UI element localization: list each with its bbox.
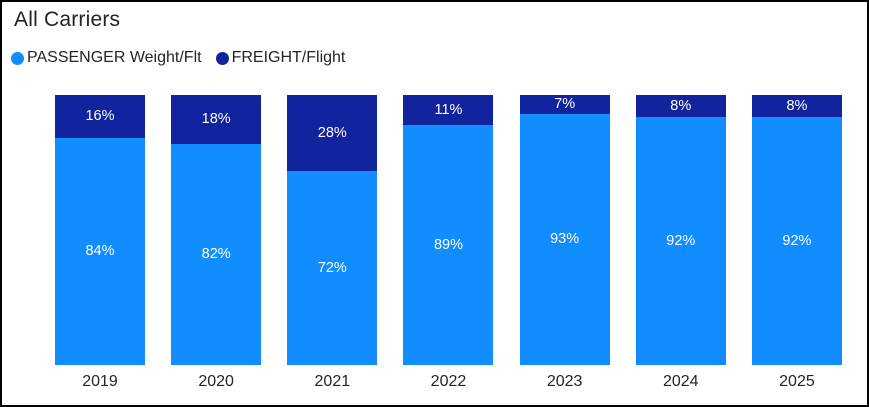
chart-title: All Carriers — [14, 8, 121, 31]
passenger-data-label: 89% — [433, 236, 463, 253]
legend-item-freight[interactable]: FREIGHT/Flight — [215, 49, 346, 67]
x-axis-label-2023: 2023 — [546, 373, 583, 390]
passenger-data-label: 92% — [666, 232, 696, 249]
bar-stack: 8% 92% — [635, 95, 726, 365]
passenger-data-label: 72% — [317, 259, 347, 276]
legend-item-passenger[interactable]: PASSENGER Weight/Flt — [11, 49, 202, 67]
legend-swatch-icon — [215, 51, 229, 65]
legend-swatch-icon — [11, 51, 24, 65]
passenger-data-label: 92% — [782, 232, 812, 249]
passenger-segment-2021[interactable]: 72% — [287, 170, 378, 365]
freight-data-label: 16% — [85, 108, 115, 125]
bar-column-2021: 28% 72% 2021 — [287, 95, 378, 395]
bar-stack: 28% 72% — [287, 95, 378, 365]
freight-segment-2024[interactable]: 8% — [635, 95, 726, 117]
passenger-segment-2024[interactable]: 92% — [635, 116, 726, 365]
freight-segment-2025[interactable]: 8% — [751, 95, 842, 117]
bar-column-2025: 8% 92% 2025 — [751, 95, 842, 395]
freight-segment-2021[interactable]: 28% — [287, 95, 378, 171]
bar-stack: 8% 92% — [751, 95, 842, 365]
bar-stack: 18% 82% — [171, 95, 262, 365]
freight-segment-2023[interactable]: 7% — [519, 95, 610, 114]
freight-segment-2020[interactable]: 18% — [171, 95, 262, 144]
passenger-data-label: 82% — [201, 246, 231, 263]
passenger-segment-2019[interactable]: 84% — [55, 138, 145, 365]
x-axis-label-2020: 2020 — [198, 373, 234, 390]
passenger-data-label: 84% — [85, 243, 115, 260]
freight-data-label: 8% — [786, 97, 808, 114]
freight-segment-2019[interactable]: 16% — [55, 95, 145, 139]
x-axis-label-2019: 2019 — [82, 373, 118, 390]
bar-column-2022: 11% 89% 2022 — [403, 95, 494, 395]
bar-stack: 16% 84% — [55, 95, 145, 365]
bar-column-2024: 8% 92% 2024 — [635, 95, 726, 395]
legend: PASSENGER Weight/Flt FREIGHT/Flight — [11, 49, 345, 67]
freight-data-label: 28% — [317, 124, 347, 141]
freight-data-label: 11% — [434, 101, 463, 118]
passenger-segment-2020[interactable]: 82% — [171, 143, 262, 365]
x-axis-label-2021: 2021 — [314, 373, 351, 390]
freight-data-label: 18% — [201, 111, 231, 128]
bar-column-2020: 18% 82% 2020 — [171, 95, 262, 395]
passenger-segment-2022[interactable]: 89% — [403, 124, 494, 365]
passenger-data-label: 93% — [550, 231, 580, 248]
bar-stack: 11% 89% — [403, 95, 494, 365]
freight-data-label: 7% — [554, 96, 576, 113]
passenger-segment-2025[interactable]: 92% — [751, 116, 842, 365]
x-axis-label-2022: 2022 — [430, 373, 467, 390]
legend-label: PASSENGER Weight/Flt — [27, 49, 202, 66]
plot-area: 16% 84% 2019 18% 82% 2020 28% 72% 2021 11% 89% 2022… — [55, 95, 842, 395]
x-axis-label-2025: 2025 — [779, 373, 815, 390]
x-axis-label-2024: 2024 — [662, 373, 699, 390]
bar-column-2019: 16% 84% 2019 — [55, 95, 145, 395]
bar-stack: 7% 93% — [519, 95, 610, 365]
passenger-segment-2023[interactable]: 93% — [519, 113, 610, 365]
legend-label: FREIGHT/Flight — [231, 49, 346, 66]
freight-segment-2022[interactable]: 11% — [403, 95, 494, 125]
freight-data-label: 8% — [670, 97, 692, 114]
bar-column-2023: 7% 93% 2023 — [519, 95, 610, 395]
